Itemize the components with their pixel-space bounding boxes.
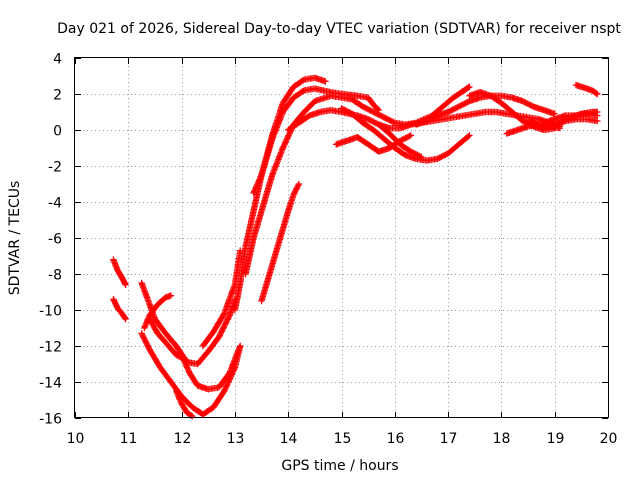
series-arc-m [258,180,303,305]
y-tick-label: -16 [39,412,62,428]
y-tick-label: 2 [53,88,62,104]
x-tick-label: 19 [547,431,565,447]
y-tick-label: -10 [39,304,62,320]
series-arc-q [375,121,425,161]
x-tick-label: 16 [387,431,405,447]
series-arc-b [110,296,129,323]
chart-title: Day 021 of 2026, Sidereal Day-to-day VTE… [57,21,621,37]
x-tick-label: 13 [227,431,245,447]
y-tick-label: -12 [39,340,62,356]
series-arc-c [138,279,239,368]
series-arc-h [178,342,244,393]
series-arc-k [250,85,382,197]
plot-frame [74,57,609,418]
x-tick-label: 17 [440,431,458,447]
y-tick-label: -4 [48,196,62,212]
series-arc-p [338,105,473,164]
x-tick-label: 12 [174,431,192,447]
x-axis-title: GPS time / hours [281,458,398,474]
y-tick-label: -14 [39,376,62,392]
y-axis-title: SDTVAR / TECUs [7,181,23,296]
y-tick-label: 4 [53,52,62,68]
series-arc-w [540,116,601,132]
y-tick-label: -2 [48,160,62,176]
series-arc-a [110,256,129,288]
series-arc-v [540,110,601,126]
x-tick-label: 14 [280,431,298,447]
y-tick-label: -6 [48,232,62,248]
x-tick-label: 20 [600,431,618,447]
x-tick-label: 11 [120,431,138,447]
data-series [110,74,601,420]
axis-ticks: 10 11 12 13 14 15 16 17 18 19 20420-2-4-6-8-10-12-… [39,52,617,448]
y-tick-label: -8 [48,268,62,284]
series-arc-g [173,387,196,420]
x-tick-label: 15 [334,431,352,447]
y-tick-label: 0 [53,124,62,140]
series-arc-i [199,247,244,350]
series-arc-x [572,81,601,98]
series-arc-l [242,83,473,278]
x-tick-label: 10 [67,431,85,447]
x-tick-label: 18 [493,431,511,447]
